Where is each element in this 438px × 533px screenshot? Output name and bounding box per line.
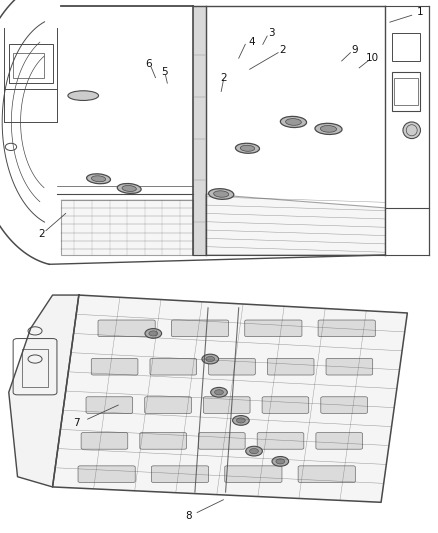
FancyBboxPatch shape	[86, 397, 133, 414]
Ellipse shape	[320, 126, 337, 132]
FancyBboxPatch shape	[318, 320, 375, 337]
FancyBboxPatch shape	[203, 397, 250, 414]
FancyBboxPatch shape	[145, 397, 191, 414]
Ellipse shape	[208, 189, 234, 199]
Ellipse shape	[117, 183, 141, 193]
FancyBboxPatch shape	[98, 320, 155, 337]
FancyBboxPatch shape	[257, 433, 304, 449]
FancyBboxPatch shape	[140, 433, 187, 449]
FancyBboxPatch shape	[326, 358, 373, 375]
FancyBboxPatch shape	[78, 466, 135, 482]
Polygon shape	[61, 199, 193, 255]
Circle shape	[276, 459, 285, 464]
FancyBboxPatch shape	[321, 397, 367, 414]
FancyBboxPatch shape	[81, 433, 128, 449]
FancyBboxPatch shape	[152, 466, 208, 482]
Text: 1: 1	[417, 7, 424, 18]
FancyBboxPatch shape	[298, 466, 355, 482]
FancyBboxPatch shape	[91, 358, 138, 375]
Ellipse shape	[280, 116, 307, 127]
FancyBboxPatch shape	[171, 320, 229, 337]
Text: 4: 4	[248, 37, 255, 46]
Ellipse shape	[236, 143, 259, 154]
Text: 3: 3	[268, 28, 275, 38]
Circle shape	[202, 354, 219, 364]
Circle shape	[206, 357, 215, 361]
Text: 5: 5	[161, 67, 168, 77]
Ellipse shape	[122, 185, 136, 191]
FancyBboxPatch shape	[267, 358, 314, 375]
Circle shape	[233, 416, 249, 425]
Text: 2: 2	[38, 229, 45, 239]
Polygon shape	[206, 194, 385, 255]
Ellipse shape	[214, 191, 229, 197]
Circle shape	[246, 446, 262, 456]
Polygon shape	[53, 295, 407, 502]
Ellipse shape	[403, 122, 420, 139]
Text: 7: 7	[73, 418, 80, 428]
Polygon shape	[9, 295, 79, 487]
Text: 6: 6	[145, 59, 152, 69]
Circle shape	[149, 331, 158, 336]
FancyBboxPatch shape	[198, 433, 245, 449]
FancyBboxPatch shape	[262, 397, 309, 414]
FancyBboxPatch shape	[225, 466, 282, 482]
Ellipse shape	[315, 123, 342, 134]
Circle shape	[250, 449, 258, 454]
Ellipse shape	[68, 91, 99, 100]
Text: 2: 2	[279, 45, 286, 55]
FancyBboxPatch shape	[316, 433, 363, 449]
Circle shape	[215, 390, 223, 395]
FancyBboxPatch shape	[208, 358, 255, 375]
FancyBboxPatch shape	[245, 320, 302, 337]
Text: 10: 10	[366, 53, 379, 63]
FancyBboxPatch shape	[150, 358, 197, 375]
Circle shape	[237, 418, 245, 423]
Text: 2: 2	[220, 72, 227, 83]
Text: 8: 8	[185, 511, 192, 521]
Ellipse shape	[87, 174, 110, 184]
Ellipse shape	[92, 176, 106, 182]
Text: 9: 9	[351, 45, 358, 55]
Circle shape	[145, 328, 162, 338]
Circle shape	[211, 387, 227, 397]
Ellipse shape	[240, 146, 254, 151]
Ellipse shape	[286, 119, 301, 125]
Circle shape	[272, 456, 289, 466]
